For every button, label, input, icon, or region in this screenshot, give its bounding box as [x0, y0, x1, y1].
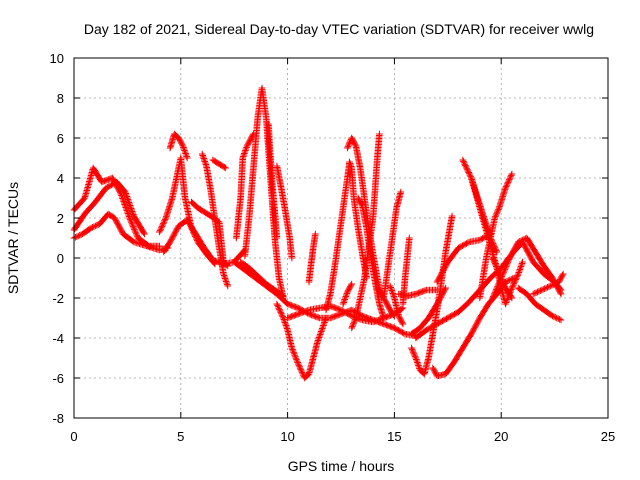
y-tick-label: 10 [50, 51, 64, 66]
y-tick-label: 4 [57, 171, 64, 186]
x-tick-label: 5 [177, 429, 184, 444]
x-tick-label: 10 [280, 429, 294, 444]
data-series-arc-25 [380, 188, 405, 302]
data-marker-path [198, 150, 232, 290]
y-tick-label: -8 [52, 411, 64, 426]
data-marker-path [408, 284, 449, 338]
data-marker-path [395, 286, 441, 300]
data-marker-path [233, 130, 257, 242]
data-marker-path [348, 130, 383, 332]
data-series-arc-37 [489, 254, 526, 308]
grid-layer [74, 58, 608, 418]
data-series-arc-10 [233, 130, 257, 242]
x-tick-label: 20 [494, 429, 508, 444]
data-marker-path [489, 254, 526, 308]
x-tick-label: 25 [601, 429, 615, 444]
data-marker-path [529, 270, 567, 298]
y-tick-label: 0 [57, 251, 64, 266]
data-marker-path [386, 282, 407, 328]
x-tick-label: 15 [387, 429, 401, 444]
y-tick-label: -6 [52, 371, 64, 386]
tick-layer: 0 5 10 15 20 25 -8 -6 -4 -2 0 2 4 6 8 10 [50, 51, 616, 444]
data-series-arc-9 [209, 156, 229, 172]
data-marker-path [305, 230, 319, 286]
y-tick-label: -4 [52, 331, 64, 346]
data-marker-path [476, 170, 516, 302]
data-series-arc-8 [198, 150, 232, 290]
data-series-arc-16 [273, 300, 330, 382]
y-tick-label: 8 [57, 91, 64, 106]
data-marker-path [515, 284, 565, 324]
data-marker-path [380, 188, 405, 302]
data-series-arc-38 [489, 234, 565, 302]
data-marker-path [322, 158, 370, 314]
x-axis-title: GPS time / hours [288, 458, 395, 474]
data-series-arc-39 [515, 284, 565, 324]
data-series-arc-19 [322, 158, 370, 314]
y-axis-title: SDTVAR / TECUs [5, 182, 21, 294]
data-marker-path [273, 300, 330, 382]
y-tick-label: 6 [57, 131, 64, 146]
data-series-arc-23 [348, 130, 383, 332]
data-series-arc-13 [265, 120, 281, 242]
chart-title: Day 182 of 2021, Sidereal Day-to-day VTE… [84, 21, 594, 37]
data-marker-path [489, 234, 565, 302]
data-marker-path [265, 120, 281, 242]
data-series-arc-30 [408, 284, 449, 338]
data-series-arc-26 [386, 282, 407, 328]
data-series-arc-14 [273, 162, 296, 262]
y-tick-label: 2 [57, 211, 64, 226]
data-series-arc-20 [339, 280, 355, 308]
data-marker-path [273, 162, 296, 262]
data-series-arc-6 [166, 130, 191, 162]
data-series-arc-40 [529, 270, 567, 298]
x-tick-label: 0 [70, 429, 77, 444]
plot-frame [73, 57, 609, 419]
data-series-arc-28 [395, 286, 441, 300]
data-marker-path [339, 280, 355, 308]
data-series-arc-36 [476, 170, 516, 302]
data-marker-path [433, 230, 494, 286]
data-series-arc-33 [433, 230, 494, 286]
data-series-arc-18 [305, 230, 319, 286]
data-marker-path [209, 156, 229, 172]
y-tick-label: -2 [52, 291, 64, 306]
data-marker-path [166, 130, 191, 162]
